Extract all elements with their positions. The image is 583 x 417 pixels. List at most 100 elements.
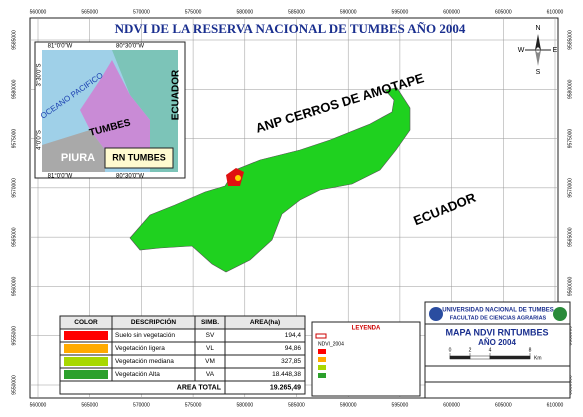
color-swatch [64,357,108,366]
scale-unit: Km [534,355,542,361]
scale-label: 8 [529,347,532,353]
inset-piura [42,130,105,172]
header-text: SIMB. [201,319,219,326]
description: Suelo sin vegetación [115,332,175,339]
northing-label: 9585000 [567,30,573,50]
area: 94,86 [285,345,302,352]
legend-swatch [318,365,326,370]
scale-label: 4 [489,347,492,353]
northing-label: 9580000 [11,79,17,99]
scale-bar: 0 2 4 8Km [449,347,542,361]
inset-lon-label: 81°0'0"W [48,44,73,50]
symbol: VL [206,345,214,352]
legend-title: LEYENDA [352,326,381,332]
easting-label: 610000 [547,402,564,408]
symbol: VM [205,358,215,365]
area-table: COLOR DESCRIPCIÓN SIMB. AREA(ha) Suelo sin v… [59,315,306,395]
area: 18.448,38 [272,371,301,378]
scale-segment [489,355,531,360]
easting-label: 590000 [340,9,357,15]
northing-label: 9560000 [567,276,573,296]
easting-label: 600000 [443,9,460,15]
easting-label: 580000 [236,402,253,408]
symbol: SV [206,332,215,339]
inset-ecuador-label: ECUADOR [171,69,182,120]
inset-lat-label: 4°0'0"S [37,130,43,150]
easting-label: 585000 [288,402,305,408]
inset-piura-label: PIURA [61,152,95,164]
easting-label: 580000 [236,9,253,15]
legend-frame [311,321,421,397]
university-name: UNIVERSIDAD NACIONAL DE TUMBES [442,308,554,314]
easting-label: 605000 [495,9,512,15]
easting-label: 570000 [133,402,150,408]
northing-label: 9555000 [11,326,17,346]
inset-lon-label: 80°30'0"W [116,44,144,50]
northing-label: 9585000 [11,30,17,50]
description: Vegetación Alta [115,371,160,378]
northing-label: 9565000 [11,227,17,247]
faculty-name: FACULTAD DE CIENCIAS AGRARIAS [450,315,547,321]
compass-e: E [553,47,558,54]
compass-w: W [518,47,525,54]
inset-ecuador [112,50,178,172]
northing-label: 9570000 [11,178,17,198]
total-label: AREA TOTAL [177,384,222,391]
color-swatch [64,370,108,379]
area: 194,4 [285,332,302,339]
easting-label: 560000 [30,9,47,15]
compass-n: N [535,25,540,32]
color-swatch [64,331,108,340]
header-text: COLOR [74,319,98,326]
inset-lat-label: 3°30'0"S [37,63,43,86]
northing-label: 9575000 [11,129,17,149]
scale-label: 0 [449,347,452,353]
inset-rn-box [104,147,174,169]
easting-label: 565000 [81,402,98,408]
easting-label: 600000 [443,402,460,408]
northing-label: 9565000 [567,227,573,247]
scale-label: 2 [469,347,472,353]
compass-s: S [536,69,541,76]
legend-swatch [318,373,326,378]
scale-segment [469,355,491,360]
northing-label: 9550000 [11,375,17,395]
easting-label: 575000 [185,9,202,15]
easting-label: 585000 [288,9,305,15]
easting-label: 595000 [392,402,409,408]
inset-tumbes [80,60,150,150]
block-year: AÑO 2004 [478,338,516,347]
legend: LEYENDA NDVI_2004 [311,321,421,397]
light-vegetation-patch [235,175,241,181]
faculty-logo [553,307,567,321]
bare-soil-patch [226,168,244,186]
area: 327,85 [281,358,301,365]
inset-rn-label: RN TUMBES [112,152,166,162]
inset-lon-label: 81°0'0"W [48,174,73,180]
easting-label: 605000 [495,402,512,408]
easting-label: 570000 [133,9,150,15]
legend-layer: NDVI_2004 [318,341,344,347]
map-title: NDVI DE LA RESERVA NACIONAL DE TUMBES AÑ… [115,21,466,36]
easting-label: 610000 [547,9,564,15]
northing-label: 9575000 [567,129,573,149]
easting-label: 595000 [392,9,409,15]
color-swatch [64,344,108,353]
north-arrow: N E S W [518,25,558,76]
northing-label: 9560000 [11,276,17,296]
inset-map: OCEANO PACIFICO TUMBES ECUADOR PIURA RN … [34,41,186,180]
easting-label: 575000 [185,402,202,408]
header-text: AREA(ha) [250,319,280,326]
description: Vegetación ligera [115,345,165,352]
legend-swatch [318,357,326,362]
block-map-title: MAPA NDVI RNTUMBES [446,327,549,337]
northing-label: 9580000 [567,79,573,99]
easting-label: 590000 [340,402,357,408]
easting-label: 560000 [30,402,47,408]
inset-lon-label: 80°30'0"W [116,174,144,180]
total-cell [224,380,306,395]
scale-segment [449,355,471,360]
header-text: DESCRIPCIÓN [131,317,176,326]
description: Vegetación mediana [115,358,174,365]
